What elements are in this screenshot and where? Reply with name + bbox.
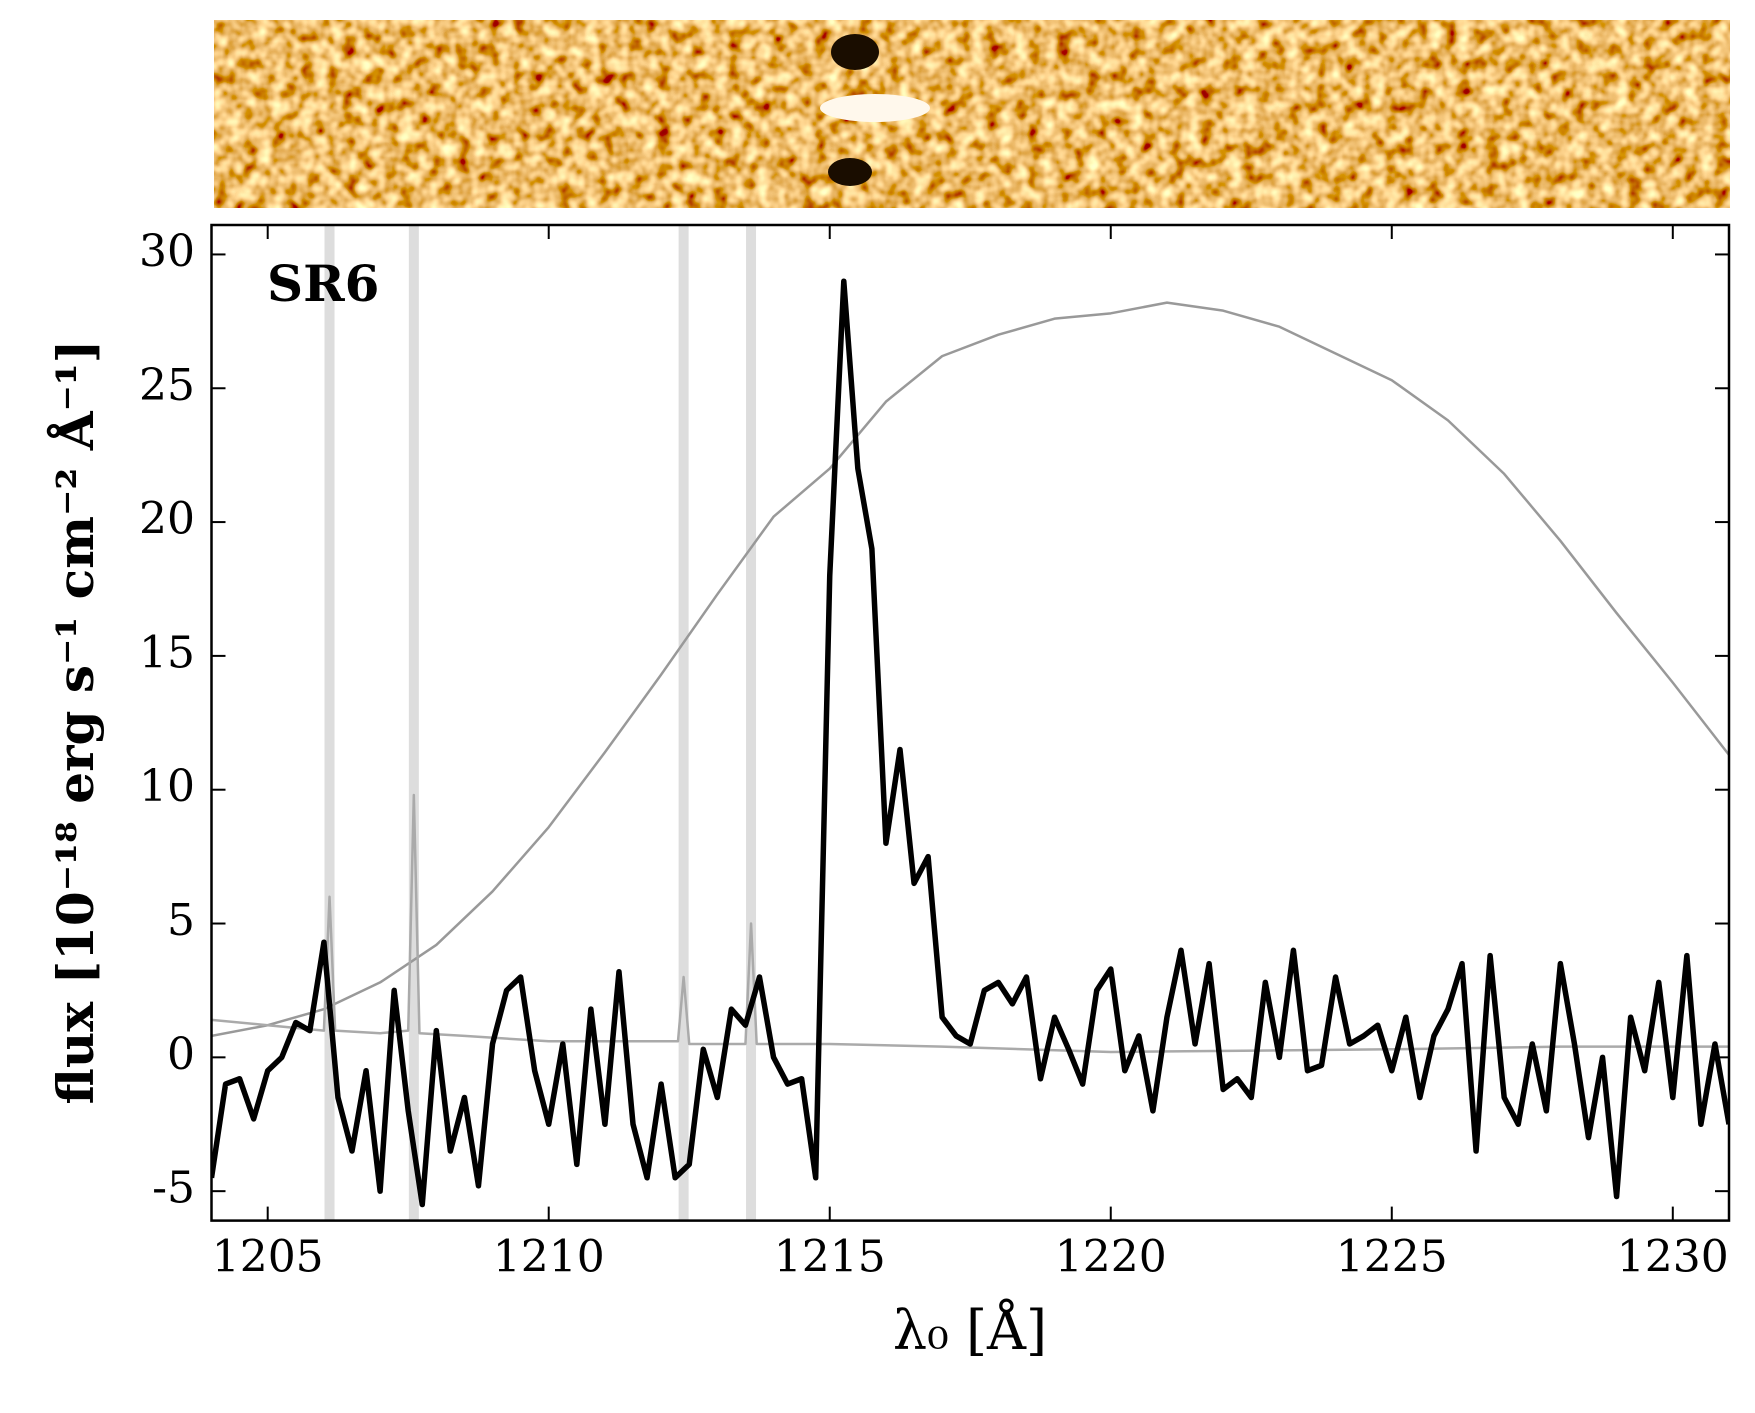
y-tick-label: -5 xyxy=(152,1163,195,1214)
x-tick-label: 1225 xyxy=(1336,1232,1448,1283)
x-tick-label: 1215 xyxy=(774,1232,886,1283)
image-dark-blob xyxy=(831,34,879,70)
plot-frame xyxy=(210,223,1731,1222)
y-axis-label: flux [10⁻¹⁸ erg s⁻¹ cm⁻² Å⁻¹] xyxy=(46,340,105,1105)
sky-band xyxy=(324,225,335,1221)
y-tick-label: 15 xyxy=(139,627,195,678)
x-tick-label: 1220 xyxy=(1055,1232,1167,1283)
x-tick-label: 1210 xyxy=(493,1232,605,1283)
image-bright-streak xyxy=(820,94,930,122)
plot-area xyxy=(211,225,1729,1221)
y-tick-label: 5 xyxy=(167,895,195,946)
plot-content xyxy=(211,225,1729,1221)
image-dark-blob xyxy=(828,158,872,186)
y-tick-label: 20 xyxy=(139,494,195,545)
x-tick-label: 1205 xyxy=(212,1232,324,1283)
y-tick-label: 10 xyxy=(139,761,195,812)
image-noise xyxy=(214,20,1730,208)
y-tick-label: 30 xyxy=(139,226,195,277)
sky-band xyxy=(408,225,419,1221)
series-line xyxy=(211,278,1729,1208)
sky-band xyxy=(678,225,689,1221)
y-tick-label: 25 xyxy=(139,360,195,411)
x-axis-label: λ₀ [Å] xyxy=(893,1297,1047,1362)
series-line xyxy=(211,301,1729,1038)
x-tick-label: 1230 xyxy=(1617,1232,1729,1283)
sky-band xyxy=(746,225,757,1221)
spectrum-image xyxy=(214,20,1730,208)
series-line xyxy=(211,793,1729,1054)
annotation: SR6 xyxy=(267,254,379,313)
y-tick-label: 0 xyxy=(167,1029,195,1080)
